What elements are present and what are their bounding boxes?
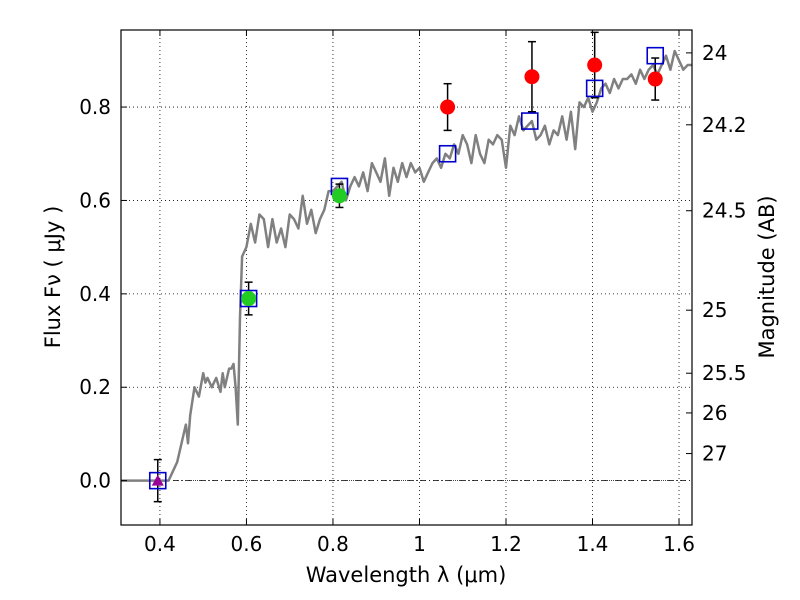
x-tick-label: 0.8 (317, 532, 349, 556)
observed-flux-point (524, 69, 540, 85)
y-tick-label: 0.0 (79, 469, 111, 493)
plot-area (121, 30, 692, 525)
axis-ticks (121, 30, 692, 525)
y-axis-label: Flux Fν ( μJy ) (41, 206, 65, 349)
observed-flux-point (440, 99, 456, 115)
right-axis-label: Magnitude (AB) (755, 195, 779, 358)
y-tick-label: 0.4 (79, 282, 111, 306)
right-tick-label: 27 (702, 442, 727, 466)
y-tick-label: 0.6 (79, 188, 111, 212)
model-photometry-square (239, 289, 258, 308)
model-photometry-square (585, 79, 604, 98)
y-tick-label: 0.2 (79, 375, 111, 399)
x-tick-label: 0.4 (144, 532, 176, 556)
right-tick-labels: 24 24.2 24.5 25 25.5 26 27 (702, 41, 747, 466)
model-photometry-square (646, 46, 665, 65)
y-tick-label: 0.8 (79, 95, 111, 119)
x-tick-label: 1.4 (577, 532, 609, 556)
right-tick-label: 25.5 (702, 361, 747, 385)
right-tick-label: 24 (702, 41, 727, 65)
x-tick-label: 1.2 (490, 532, 522, 556)
observed-flux-point (331, 188, 347, 204)
x-tick-label: 1 (413, 532, 426, 556)
model-photometry-square (438, 144, 457, 163)
right-tick-label: 24.2 (702, 113, 747, 137)
x-tick-label: 0.6 (231, 532, 263, 556)
observed-flux-point (647, 71, 663, 87)
observed-flux-point (241, 291, 257, 307)
data-markers (148, 46, 665, 490)
right-tick-label: 25 (702, 298, 727, 322)
model-photometry-square (520, 112, 539, 130)
upper-limit-triangle (151, 474, 164, 486)
x-tick-label: 1.6 (663, 532, 695, 556)
plot-frame (120, 29, 693, 526)
model-photometry-square (148, 471, 167, 490)
observed-flux-point (587, 57, 603, 73)
right-tick-label: 24.5 (702, 199, 747, 223)
grid (121, 30, 692, 525)
x-axis-label: Wavelength λ (μm) (306, 563, 507, 587)
right-tick-label: 26 (702, 401, 727, 425)
y-tick-labels: 0.0 0.2 0.4 0.6 0.8 (79, 95, 111, 493)
x-tick-labels: 0.4 0.6 0.8 1 1.2 1.4 1.6 (144, 532, 695, 556)
